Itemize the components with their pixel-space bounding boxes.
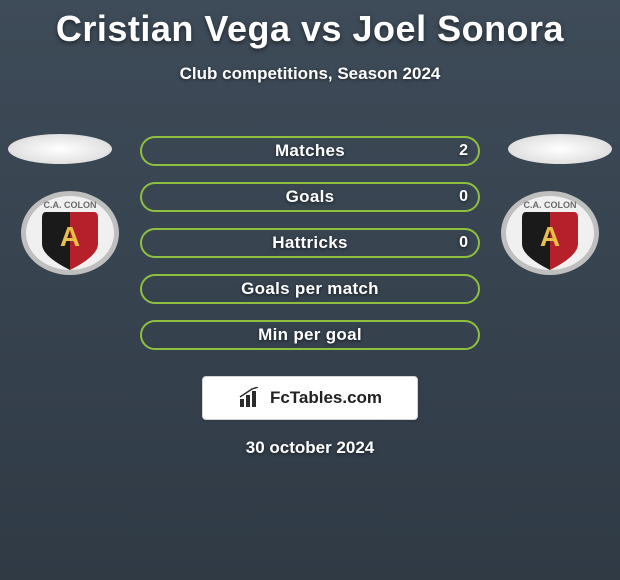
stat-label: Goals — [286, 187, 335, 207]
stat-right-value: 2 — [459, 138, 468, 164]
player-avatar-right — [508, 134, 612, 164]
club-crest-right: C.A. COLON A — [500, 190, 600, 276]
crest-letter: A — [540, 221, 560, 252]
page-subtitle: Club competitions, Season 2024 — [0, 64, 620, 84]
crest-caption: C.A. COLON — [44, 200, 97, 210]
stat-label: Goals per match — [241, 279, 379, 299]
stat-row: Matches 2 — [140, 136, 480, 166]
page-title: Cristian Vega vs Joel Sonora — [0, 0, 620, 50]
date-text: 30 october 2024 — [0, 438, 620, 458]
crest-caption: C.A. COLON — [524, 200, 577, 210]
comparison-area: C.A. COLON A C.A. COLON A Matches 2 Goal… — [0, 116, 620, 376]
club-crest-left: C.A. COLON A — [20, 190, 120, 276]
stat-right-value: 0 — [459, 184, 468, 210]
stat-row: Goals 0 — [140, 182, 480, 212]
brand-box: FcTables.com — [202, 376, 418, 420]
crest-letter: A — [60, 221, 80, 252]
stat-label: Hattricks — [272, 233, 347, 253]
stat-right-value: 0 — [459, 230, 468, 256]
stat-row: Goals per match — [140, 274, 480, 304]
player-avatar-left — [8, 134, 112, 164]
stat-label: Matches — [275, 141, 345, 161]
stat-row: Hattricks 0 — [140, 228, 480, 258]
stat-label: Min per goal — [258, 325, 362, 345]
brand-text: FcTables.com — [270, 388, 382, 408]
stat-pills: Matches 2 Goals 0 Hattricks 0 Goals per … — [140, 136, 480, 366]
stat-row: Min per goal — [140, 320, 480, 350]
chart-icon — [238, 387, 264, 409]
